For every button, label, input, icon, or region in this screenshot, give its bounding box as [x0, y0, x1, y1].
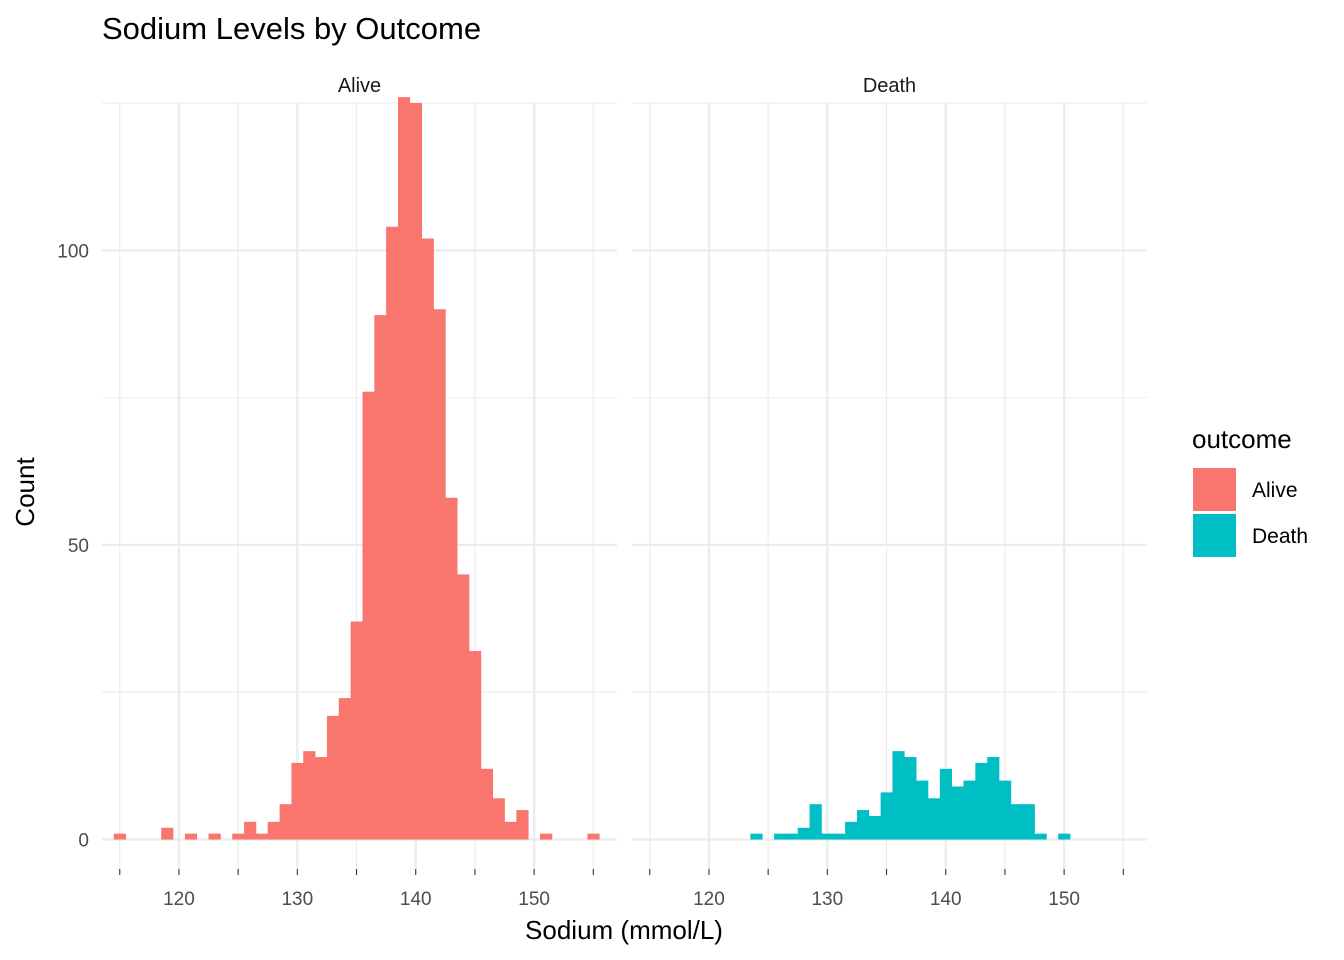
histogram-bar: [987, 757, 1000, 840]
histogram-bar: [916, 780, 929, 840]
histogram-bar: [975, 762, 988, 840]
y-axis-title: Count: [10, 457, 40, 527]
x-axis-title: Sodium (mmol/L): [525, 915, 723, 945]
histogram-bar: [457, 574, 470, 840]
histogram-bar: [480, 768, 494, 840]
histogram-bar: [244, 821, 257, 840]
histogram-bar: [1058, 833, 1071, 840]
histogram-bar: [279, 804, 292, 840]
histogram-bar: [785, 833, 799, 840]
histogram-bar: [338, 698, 351, 840]
histogram-bar: [963, 780, 976, 840]
histogram-bar: [999, 780, 1012, 840]
histogram-bar: [797, 827, 810, 840]
histogram-bar: [1034, 833, 1047, 840]
y-tick-labels: 0 50 100: [57, 241, 89, 851]
histogram-bar: [927, 798, 941, 840]
x-tick-label: 130: [811, 889, 843, 910]
histogram-bar: [409, 103, 423, 840]
histogram-bar: [232, 833, 245, 840]
y-tick-label: 0: [78, 831, 89, 852]
x-tick-label: 150: [1048, 889, 1080, 910]
y-tick-label: 100: [57, 241, 89, 262]
histogram-bar: [113, 833, 127, 840]
histogram-bar: [386, 226, 399, 840]
histogram-bar: [291, 762, 304, 840]
histogram-bar: [833, 833, 846, 840]
x-tick-label: 150: [518, 889, 550, 910]
histogram-bar: [1022, 804, 1035, 840]
histogram-bar: [161, 827, 174, 840]
histogram-bar: [433, 309, 446, 840]
histogram-bar: [362, 391, 375, 840]
histogram-bar: [421, 238, 434, 840]
histogram-bar: [516, 810, 529, 840]
legend-key-alive: [1193, 468, 1236, 511]
legend-label-alive: Alive: [1252, 479, 1298, 502]
histogram-bar: [267, 821, 280, 840]
histogram-bar: [939, 768, 953, 840]
histogram-bar: [1010, 804, 1024, 840]
histogram-bar: [750, 833, 763, 840]
histogram-bar: [504, 821, 517, 840]
panel-death: Death: [632, 75, 1147, 875]
legend-title: outcome: [1192, 424, 1292, 454]
histogram-bar: [845, 821, 858, 840]
histogram-bar: [469, 650, 482, 840]
legend: outcome Alive Death: [1192, 424, 1308, 557]
histogram-bar: [303, 751, 316, 840]
histogram-bar: [856, 810, 870, 840]
histogram-bar: [445, 497, 458, 840]
histogram-bar: [774, 833, 787, 840]
panel-alive: Alive: [102, 75, 617, 875]
histogram-bar: [540, 833, 553, 840]
facet-strip-label: Death: [863, 75, 916, 97]
histogram-bar: [904, 757, 917, 840]
chart-title: Sodium Levels by Outcome: [102, 11, 481, 46]
histogram-bar: [255, 833, 269, 840]
histogram-bar: [326, 715, 340, 840]
histogram-bar: [821, 833, 834, 840]
histogram-bar: [868, 815, 881, 840]
histogram-bar: [587, 833, 600, 840]
x-tick-labels: 120 130 140 150 120 130 140 150: [163, 889, 1080, 910]
histogram-bar: [208, 833, 221, 840]
histogram-bar: [892, 751, 905, 840]
histogram-bar: [951, 786, 964, 840]
x-tick-label: 120: [693, 889, 725, 910]
x-tick-label: 120: [163, 889, 195, 910]
facet-panels: Alive Death: [102, 75, 1147, 875]
histogram-bar: [374, 315, 387, 840]
legend-key-death: [1193, 514, 1236, 557]
y-tick-label: 50: [68, 536, 89, 557]
histogram-bar: [492, 798, 505, 840]
histogram-bar: [315, 757, 328, 840]
histogram-bar: [184, 833, 198, 840]
legend-label-death: Death: [1252, 525, 1308, 548]
x-tick-label: 140: [400, 889, 432, 910]
x-tick-label: 140: [930, 889, 962, 910]
x-tick-label: 130: [281, 889, 313, 910]
histogram-bar: [880, 792, 893, 840]
histogram-bar: [397, 97, 411, 840]
histogram-bar: [809, 804, 822, 840]
histogram-bar: [350, 621, 363, 840]
facet-strip-label: Alive: [338, 75, 381, 97]
